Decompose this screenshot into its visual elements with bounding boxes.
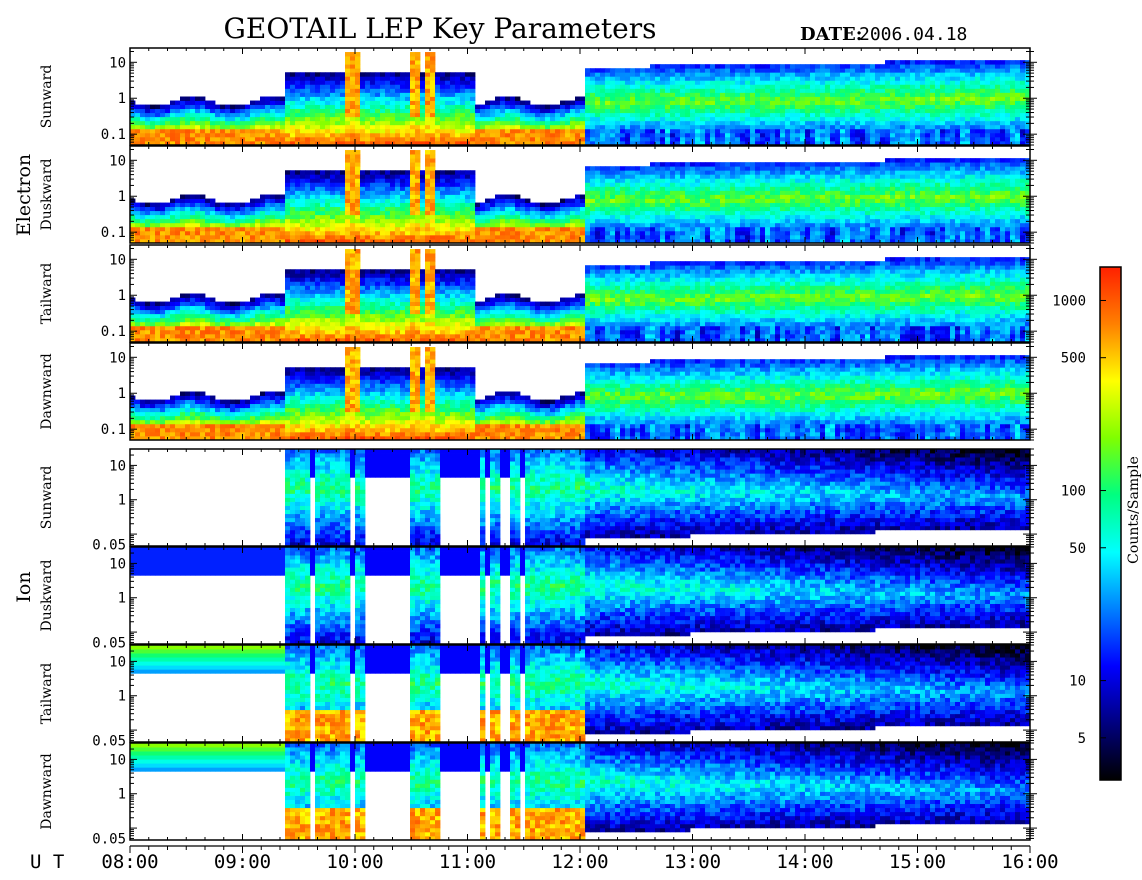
panel-label-ion-tailward: Tailward	[39, 663, 55, 725]
y-tick-label: 1	[118, 787, 126, 803]
panel-label-electron-dawnward: Dawnward	[39, 353, 55, 430]
y-tick-label: 10	[109, 752, 126, 768]
y-tick-label: 0.1	[101, 225, 126, 241]
y-tick-label: 1	[118, 493, 126, 509]
colorbar-tick-label: 50	[1069, 541, 1086, 557]
colorbar: Counts/Sample 1000 500 100 50 10 5	[1052, 267, 1142, 780]
panel-label-electron-duskward: Duskward	[39, 159, 55, 231]
panel-ion-sunward: 10 1 0.05 Sunward	[39, 449, 1037, 553]
x-tick-label: 15:00	[889, 851, 946, 873]
y-tick-label: 10	[109, 252, 126, 268]
y-tick-label: 10	[109, 153, 126, 169]
heatmap-ion-duskward	[130, 547, 1030, 644]
panel-ion-tailward: 10 1 0.05 Tailward	[39, 645, 1037, 749]
x-tick-label: 13:00	[664, 851, 721, 873]
panel-electron-sunward: 10 1 0.1 Sunward	[39, 48, 1037, 145]
y-tick-label: 1	[118, 591, 126, 607]
colorbar-tick-label: 1000	[1052, 293, 1086, 309]
date-label: DATE:	[800, 24, 862, 45]
panel-ion-dawnward: 10 1 0.05 Dawnward	[39, 743, 1037, 847]
y-tick-label: 0.1	[101, 324, 126, 340]
y-tick-label: 1	[118, 288, 126, 304]
date-value: 2006.04.18	[859, 24, 967, 45]
panel-ion-duskward: 10 1 0.05 Duskward	[39, 547, 1037, 651]
spectrogram-panels: 10 1 0.1 Sunward 10 1 0.1 Duskward 10 1 0.1 Tailwar…	[39, 48, 1037, 847]
x-tick-label: 14:00	[776, 851, 833, 873]
y-tick-label: 0.05	[92, 635, 126, 651]
heatmap-ion-sunward	[285, 449, 1030, 546]
y-tick-label: 1	[118, 689, 126, 705]
colorbar-scale	[1100, 267, 1121, 780]
y-tick-label: 10	[109, 350, 126, 366]
x-tick-label: 11:00	[439, 851, 496, 873]
colorbar-tick-label: 500	[1061, 351, 1086, 367]
y-tick-label: 0.05	[92, 733, 126, 749]
panel-electron-duskward: 10 1 0.1 Duskward	[39, 146, 1037, 243]
colorbar-label: Counts/Sample	[1126, 456, 1142, 564]
x-unit-label: U T	[30, 851, 64, 873]
y-tick-label: 1	[118, 91, 126, 107]
y-tick-label: 1	[118, 386, 126, 402]
x-tick-label: 10:00	[326, 851, 383, 873]
y-tick-label: 10	[109, 55, 126, 71]
panel-label-electron-sunward: Sunward	[39, 65, 55, 129]
page-title: GEOTAIL LEP Key Parameters	[224, 12, 657, 45]
y-tick-label: 10	[109, 654, 126, 670]
heatmap-electron-duskward	[130, 150, 1030, 243]
panel-label-ion-sunward: Sunward	[39, 466, 55, 530]
x-tick-label: 12:00	[551, 851, 608, 873]
panel-electron-tailward: 10 1 0.1 Tailward	[39, 245, 1037, 342]
y-tick-label: 0.1	[101, 127, 126, 143]
panel-electron-dawnward: 10 1 0.1 Dawnward	[39, 343, 1037, 440]
y-tick-label: 0.1	[101, 422, 126, 438]
electron-group-label: Electron	[13, 154, 35, 236]
x-tick-label: 09:00	[214, 851, 271, 873]
heatmap-electron-dawnward	[130, 347, 1030, 440]
ion-group-label: Ion	[13, 571, 35, 602]
y-tick-label: 10	[109, 458, 126, 474]
panel-label-electron-tailward: Tailward	[39, 263, 55, 325]
panel-label-ion-duskward: Duskward	[39, 560, 55, 632]
y-tick-label: 1	[118, 189, 126, 205]
x-tick-label: 16:00	[1001, 851, 1058, 873]
panel-label-ion-dawnward: Dawnward	[39, 753, 55, 830]
heatmap-electron-tailward	[130, 249, 1030, 342]
heatmap-electron-sunward	[130, 52, 1030, 145]
y-tick-label: 0.05	[92, 831, 126, 847]
colorbar-tick-label: 100	[1061, 484, 1086, 500]
colorbar-tick-label: 10	[1069, 674, 1086, 690]
time-axis: U T 08:00 09:00 10:00 11:00 12:00 13:00 14:00 1…	[30, 846, 1059, 873]
y-tick-label: 0.05	[92, 537, 126, 553]
y-tick-label: 10	[109, 556, 126, 572]
colorbar-tick-label: 5	[1078, 731, 1086, 747]
x-tick-label: 08:00	[101, 851, 158, 873]
heatmap-ion-tailward	[130, 645, 1030, 742]
heatmap-ion-dawnward	[130, 743, 1030, 840]
